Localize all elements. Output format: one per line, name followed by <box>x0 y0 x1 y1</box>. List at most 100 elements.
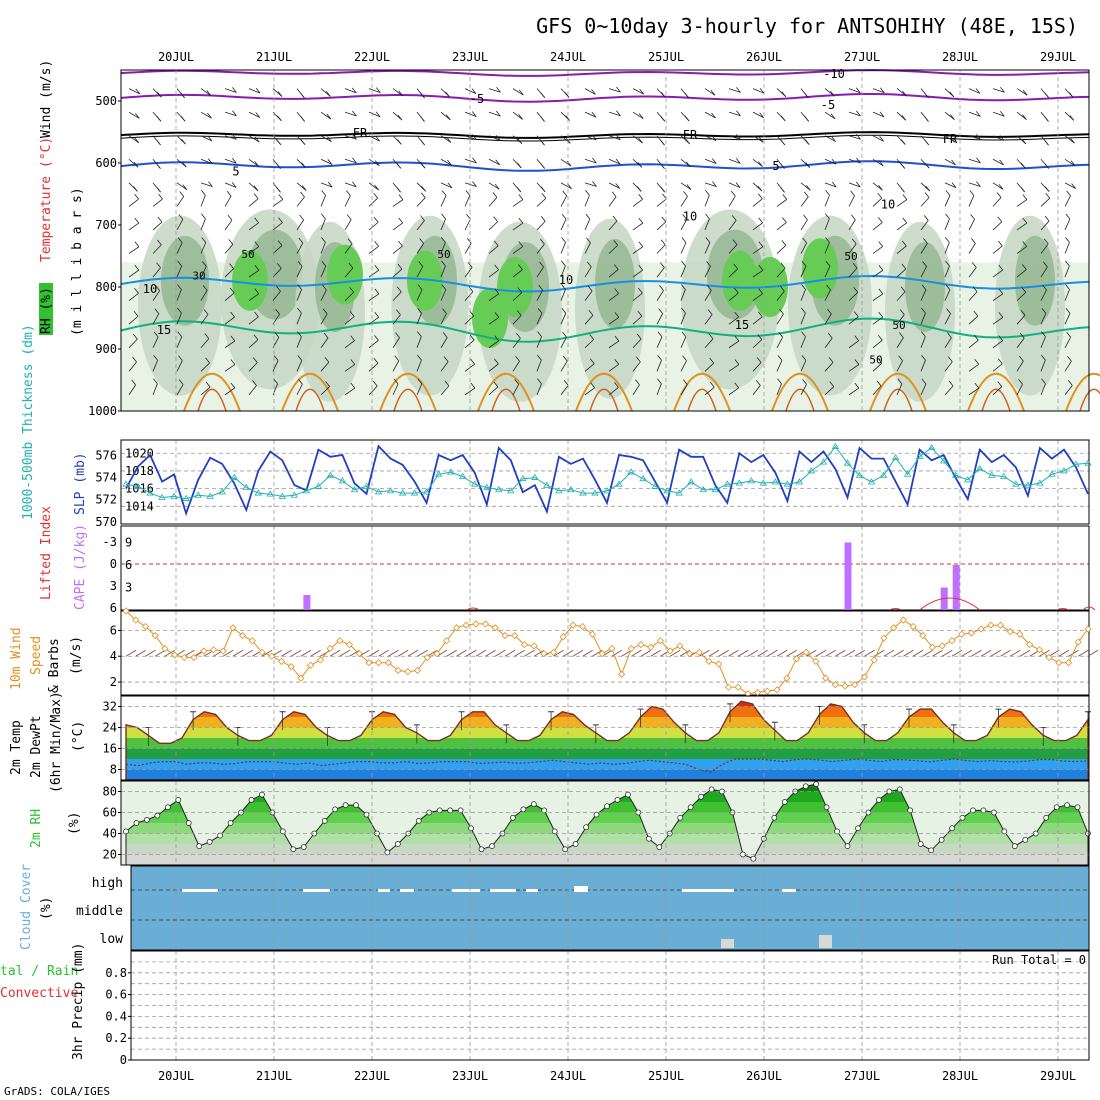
rh-point <box>1043 814 1050 821</box>
wind-barb <box>440 158 452 166</box>
wind-barb <box>968 291 978 301</box>
rh-point <box>855 825 861 832</box>
upper-ylabel-temperature: Temperature (°C) <box>39 137 54 262</box>
wind-barb-flag <box>736 110 741 116</box>
wind-barb <box>767 649 778 657</box>
rh-point <box>478 846 485 853</box>
wind-speed-point <box>248 637 256 645</box>
wind-barb-flag <box>900 139 906 145</box>
wind-barb <box>368 316 379 325</box>
rh-point <box>572 841 579 847</box>
wind-speed-point <box>754 688 762 696</box>
wind-speed-point <box>870 656 878 664</box>
wind-barb <box>824 337 833 349</box>
wind-barb <box>944 195 951 207</box>
wind-barb-flag <box>321 190 326 196</box>
wind-barb-flag <box>706 261 711 267</box>
rh-point <box>259 791 265 798</box>
wind-barb-flag <box>1041 378 1046 385</box>
wind-barb <box>440 182 453 189</box>
rh-blob-dark <box>1015 235 1055 326</box>
wind-barb-flag <box>705 213 710 220</box>
wind-barb <box>224 195 232 207</box>
wind-barb-flag <box>417 354 422 361</box>
wind-barb-flag <box>540 163 545 169</box>
wind-barb <box>920 383 927 396</box>
wind-barb <box>128 246 140 254</box>
contour-label: 50 <box>892 319 905 332</box>
wind-barb-flag <box>1022 89 1028 96</box>
thickness-point <box>483 483 491 490</box>
wind-barb <box>848 182 861 188</box>
wind-barb <box>968 158 981 164</box>
wind-barb <box>893 649 904 657</box>
wind-barb-flag <box>467 262 473 268</box>
wind-barb-flag <box>254 136 260 143</box>
wind-barb-flag <box>850 190 855 197</box>
wind-barb-flag <box>682 355 687 361</box>
wind-barb <box>632 222 644 231</box>
wind-barb-flag <box>614 288 619 294</box>
wind-barb-flag <box>973 310 979 317</box>
wind-barb <box>680 336 687 348</box>
wind-barb <box>968 267 977 278</box>
wind-speed-point <box>627 644 635 653</box>
wind-barb-flag <box>494 264 499 271</box>
wind-barb-flag <box>300 116 305 122</box>
thickness-point <box>939 457 948 464</box>
wind-barb-flag <box>876 380 882 387</box>
rh-point <box>457 807 464 814</box>
wind-speed-point <box>1055 659 1063 667</box>
wind-barb-flag <box>420 92 425 99</box>
wind-speed-point <box>783 674 791 682</box>
date-label: 29JUL <box>1040 1069 1076 1083</box>
wind-barb-flag <box>208 181 213 187</box>
wind-barb <box>344 316 355 325</box>
wind-barb-flag <box>759 112 764 118</box>
wind-barb-flag <box>615 183 620 189</box>
wind-barb-flag <box>157 216 163 223</box>
wind-speed-point <box>802 648 810 656</box>
wind-barb-flag <box>177 331 183 337</box>
wind-barb <box>296 219 304 231</box>
wind-barb-flag <box>373 358 379 364</box>
wind-speed-point <box>404 668 412 676</box>
wind-barb-flag <box>736 87 741 93</box>
wind-barb <box>680 219 688 231</box>
wind-barb-flag <box>254 311 259 318</box>
wind-barb <box>968 111 981 117</box>
wind-barb <box>708 649 720 657</box>
wind-barb <box>608 293 619 301</box>
wind-barb-flag <box>803 214 808 221</box>
dewpoint-line <box>125 758 1089 773</box>
wind-barb <box>200 386 211 396</box>
wind-barb-flag <box>1022 194 1028 200</box>
li-tick-label: 0 <box>110 557 117 571</box>
wind-barb <box>752 385 761 396</box>
wind-barb-flag <box>923 238 928 244</box>
wind-barb-flag <box>900 186 905 193</box>
wind-barb-flag <box>156 139 161 146</box>
wind-barb <box>896 337 904 348</box>
date-label: 24JUL <box>550 1069 586 1083</box>
precip-tick-label: 0.2 <box>105 1031 127 1045</box>
wind-ylabel: 10m Wind Speed & Barbs (m/s) <box>9 627 84 693</box>
wind-barb <box>656 336 663 348</box>
thickness-point <box>386 487 395 494</box>
wind-barb-flag <box>561 260 566 267</box>
wind-barb-flag <box>592 157 597 164</box>
wind-barb-flag <box>877 192 883 199</box>
li-tick-label: -3 <box>103 535 117 549</box>
contour-20 <box>379 372 437 412</box>
wind-barb-flag <box>831 181 837 188</box>
thickness-point <box>206 492 214 499</box>
wind-barb-flag <box>441 284 447 290</box>
wind-speed-point <box>384 659 392 667</box>
thickness-point <box>723 480 731 487</box>
wind-barb <box>992 340 1003 349</box>
wind-barb-flag <box>494 358 499 365</box>
contour-25 <box>1079 388 1100 412</box>
wind-barb-flag <box>297 260 303 267</box>
rh-point <box>489 843 495 849</box>
high-cloud <box>526 889 538 892</box>
